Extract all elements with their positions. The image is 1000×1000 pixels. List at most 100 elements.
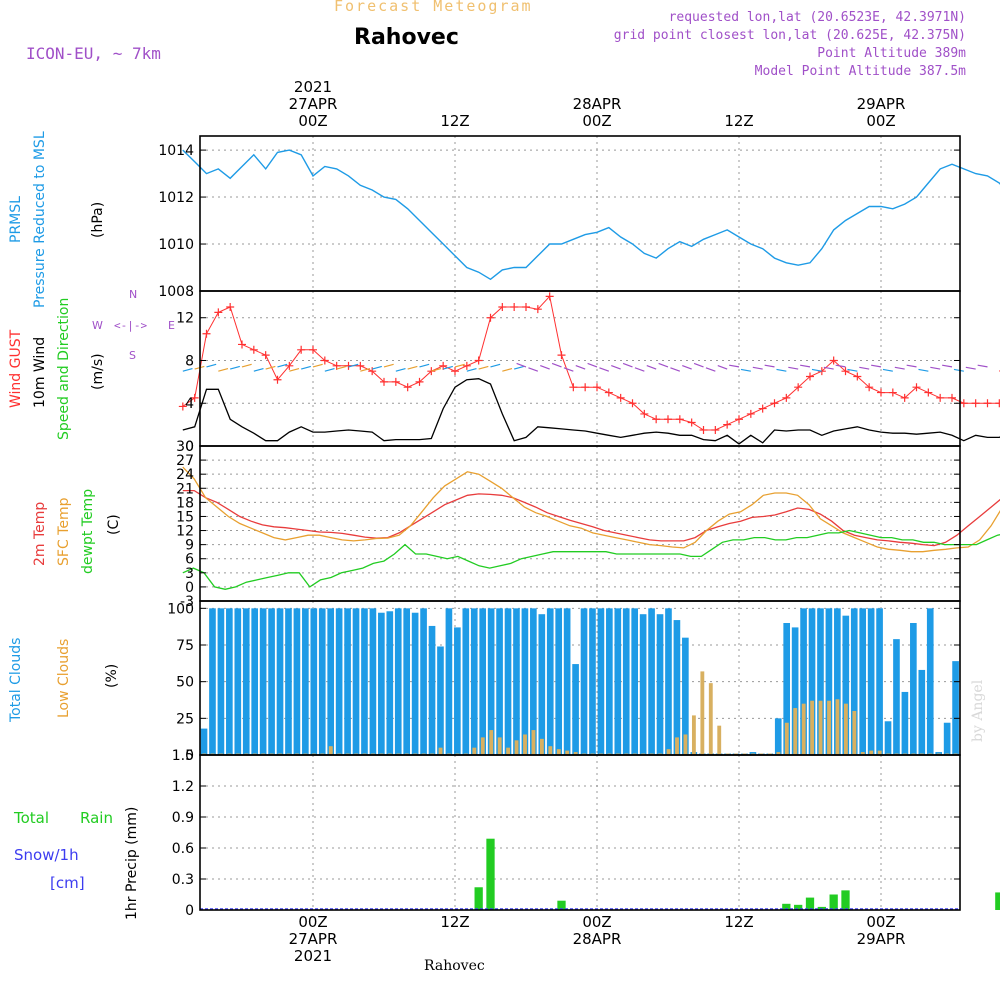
low-clouds-bar bbox=[472, 747, 477, 755]
gust-marker bbox=[297, 345, 306, 354]
y-tick-label: 8 bbox=[185, 353, 194, 369]
total-clouds-bar bbox=[234, 608, 242, 755]
gust-marker bbox=[510, 303, 519, 312]
low-clouds-bar bbox=[531, 730, 536, 755]
gust-marker bbox=[190, 393, 199, 402]
wind-direction-arrow bbox=[230, 365, 240, 370]
low-clouds-bar bbox=[708, 683, 713, 755]
total-clouds-bar bbox=[378, 612, 385, 755]
wind-direction-arrow bbox=[182, 368, 193, 372]
gust-marker bbox=[687, 418, 696, 427]
wind-direction-arrow bbox=[514, 365, 524, 370]
total-clouds-bar bbox=[209, 608, 216, 755]
wind-direction-arrow bbox=[729, 364, 740, 368]
low-clouds-bar bbox=[523, 734, 527, 755]
total-clouds-bar bbox=[791, 627, 799, 755]
low-clouds-bar bbox=[843, 703, 848, 755]
wind-direction-arrow bbox=[599, 367, 610, 372]
wind-direction-arrow bbox=[705, 367, 716, 372]
top-time-label: 2021 bbox=[293, 78, 333, 96]
wind-direction-arrow bbox=[847, 368, 858, 372]
gust-marker bbox=[533, 305, 542, 314]
low-clouds-bar bbox=[480, 737, 485, 755]
low-clouds-bar bbox=[835, 699, 840, 755]
low-clouds-bar bbox=[497, 737, 502, 755]
pressure-line bbox=[182, 149, 1000, 281]
total-clouds-bar bbox=[546, 608, 554, 755]
y-tick-label: 0 bbox=[185, 903, 194, 919]
total-clouds-bar bbox=[555, 608, 563, 755]
gust-marker bbox=[214, 308, 223, 317]
low-clouds-bar bbox=[539, 738, 544, 755]
wind-direction-arrow bbox=[953, 368, 964, 372]
bottom-time-label: 00Z bbox=[866, 913, 896, 931]
gust-marker bbox=[841, 367, 850, 376]
legend-total: Total bbox=[14, 809, 50, 827]
wind-direction-arrow bbox=[811, 368, 822, 372]
y-tick-label: 3 bbox=[185, 566, 194, 582]
y-tick-label: 25 bbox=[176, 711, 194, 727]
rain-bar bbox=[474, 887, 483, 910]
wind-direction-arrow bbox=[882, 368, 893, 372]
total-clouds-bar bbox=[226, 608, 233, 755]
point-altitude: Point Altitude 389m bbox=[817, 46, 966, 61]
wind-direction-arrow bbox=[289, 368, 300, 372]
low-clouds-label: Low Clouds bbox=[56, 638, 72, 718]
gust-marker bbox=[664, 415, 672, 424]
total-clouds-bar bbox=[394, 608, 402, 755]
y-tick-label: 0 bbox=[185, 748, 194, 764]
panel-frame bbox=[199, 754, 961, 911]
low-clouds-bar bbox=[438, 747, 443, 755]
total-clouds-bar bbox=[859, 608, 867, 755]
gust-marker bbox=[178, 402, 187, 411]
total-clouds-bar bbox=[842, 615, 850, 755]
total-clouds-bar bbox=[302, 608, 309, 755]
gust-marker bbox=[959, 399, 968, 408]
total-clouds-bar bbox=[462, 608, 470, 755]
total-clouds-bar bbox=[200, 728, 208, 755]
gust-marker bbox=[581, 383, 590, 392]
wind-direction-arrow bbox=[930, 366, 941, 370]
gust-marker bbox=[853, 372, 862, 381]
sfc-temp-line bbox=[182, 466, 1000, 553]
low-clouds-bar bbox=[784, 722, 789, 755]
compass-south-icon: S bbox=[129, 349, 136, 362]
gust-label: Wind GUST bbox=[8, 329, 24, 408]
low-clouds-bar bbox=[869, 750, 874, 755]
low-clouds-bar bbox=[877, 750, 882, 755]
model-altitude: Model Point Altitude 387.5m bbox=[754, 64, 966, 79]
total-clouds-bar bbox=[454, 627, 461, 755]
wind-direction-arrow bbox=[906, 364, 917, 368]
low-clouds-bar bbox=[328, 746, 333, 755]
gust-marker bbox=[770, 399, 779, 408]
top-time-label: 27APR bbox=[288, 95, 338, 113]
bottom-time-label: 12Z bbox=[983, 913, 1000, 931]
low-clouds-bar bbox=[810, 700, 815, 755]
gust-marker bbox=[249, 345, 258, 354]
y-tick-label: 27 bbox=[176, 453, 194, 469]
wind-direction-arrow bbox=[241, 363, 252, 368]
wind-direction-arrow bbox=[516, 362, 527, 368]
y-tick-label: 21 bbox=[176, 481, 194, 497]
legend-snow: Snow/1h bbox=[14, 846, 79, 864]
rain-bar bbox=[805, 897, 815, 910]
gust-marker bbox=[604, 388, 613, 397]
wind-direction-arrow bbox=[740, 368, 751, 372]
gust-marker bbox=[865, 383, 874, 392]
chart-title: Rahovec bbox=[354, 25, 459, 50]
total-clouds-bar bbox=[893, 639, 900, 755]
total-clouds-bar bbox=[521, 608, 529, 755]
wind-direction-arrow bbox=[835, 364, 846, 368]
y-tick-label: 0.3 bbox=[172, 872, 194, 888]
total-clouds-bar bbox=[310, 608, 318, 755]
wind-direction-arrow bbox=[218, 368, 229, 372]
total-clouds-bar bbox=[268, 608, 275, 755]
gust-marker bbox=[498, 303, 507, 312]
wind-direction-arrow bbox=[206, 363, 217, 368]
rain-bar bbox=[841, 890, 850, 910]
wind-direction-arrow bbox=[871, 364, 882, 368]
gust-marker bbox=[462, 361, 471, 370]
wind-direction-arrow bbox=[693, 362, 704, 368]
data-marks bbox=[178, 149, 1000, 910]
gust-marker bbox=[474, 356, 483, 365]
